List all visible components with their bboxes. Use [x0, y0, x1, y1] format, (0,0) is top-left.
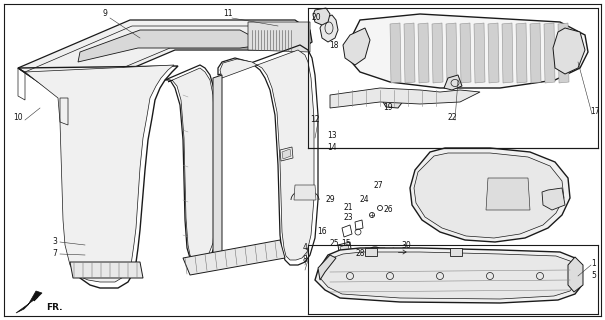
Polygon shape	[516, 23, 527, 83]
Polygon shape	[365, 248, 377, 256]
Text: 7: 7	[53, 250, 57, 259]
Polygon shape	[220, 50, 314, 260]
Polygon shape	[248, 22, 310, 52]
Polygon shape	[315, 248, 582, 303]
Text: 20: 20	[311, 13, 321, 22]
Polygon shape	[25, 65, 174, 282]
Polygon shape	[320, 15, 338, 42]
Polygon shape	[16, 291, 42, 313]
Text: 4: 4	[302, 244, 307, 252]
Polygon shape	[558, 23, 569, 83]
Text: 16: 16	[317, 228, 327, 236]
Polygon shape	[78, 30, 255, 62]
Polygon shape	[318, 255, 336, 280]
Text: 9: 9	[103, 10, 108, 19]
Polygon shape	[348, 14, 588, 88]
Text: 24: 24	[359, 196, 369, 204]
Polygon shape	[553, 28, 585, 74]
Polygon shape	[294, 185, 316, 200]
Text: 14: 14	[327, 143, 337, 153]
Text: 15: 15	[341, 239, 351, 249]
Polygon shape	[18, 20, 312, 98]
Text: 28: 28	[355, 250, 365, 259]
Text: 26: 26	[383, 205, 393, 214]
Polygon shape	[568, 257, 583, 292]
Text: 23: 23	[343, 213, 353, 222]
Polygon shape	[313, 8, 330, 25]
Text: 1: 1	[592, 259, 597, 268]
Polygon shape	[343, 28, 370, 65]
Text: 18: 18	[329, 42, 339, 51]
Polygon shape	[446, 23, 457, 83]
Polygon shape	[530, 23, 541, 83]
Polygon shape	[460, 23, 471, 83]
Text: 25: 25	[329, 239, 339, 249]
Polygon shape	[282, 149, 291, 159]
Text: 3: 3	[53, 237, 57, 246]
Polygon shape	[542, 188, 565, 210]
Text: 27: 27	[373, 181, 383, 190]
Polygon shape	[432, 23, 443, 83]
Polygon shape	[486, 178, 530, 210]
Polygon shape	[410, 148, 570, 242]
Polygon shape	[414, 153, 564, 238]
Polygon shape	[183, 240, 285, 275]
Polygon shape	[168, 68, 215, 261]
Text: 19: 19	[383, 103, 393, 113]
Polygon shape	[450, 248, 462, 256]
Text: 30: 30	[401, 242, 411, 251]
Text: 8: 8	[302, 255, 307, 265]
Polygon shape	[364, 248, 386, 262]
Polygon shape	[474, 23, 485, 83]
Polygon shape	[382, 92, 404, 108]
Polygon shape	[330, 88, 480, 108]
Polygon shape	[390, 23, 401, 83]
Polygon shape	[444, 75, 462, 90]
Text: 17: 17	[590, 108, 600, 116]
Polygon shape	[502, 23, 513, 83]
Text: 21: 21	[343, 204, 353, 212]
Text: 10: 10	[13, 114, 23, 123]
Text: FR.: FR.	[46, 302, 62, 311]
Polygon shape	[544, 23, 555, 83]
Polygon shape	[340, 244, 350, 257]
Polygon shape	[213, 75, 222, 258]
Text: 22: 22	[447, 114, 457, 123]
Text: 29: 29	[325, 196, 335, 204]
Text: 13: 13	[327, 132, 337, 140]
Text: 11: 11	[223, 10, 233, 19]
Text: 12: 12	[310, 116, 320, 124]
Text: 5: 5	[592, 270, 597, 279]
Polygon shape	[488, 23, 499, 83]
Polygon shape	[404, 23, 415, 83]
Polygon shape	[418, 23, 429, 83]
Polygon shape	[320, 252, 576, 299]
Polygon shape	[70, 262, 143, 278]
